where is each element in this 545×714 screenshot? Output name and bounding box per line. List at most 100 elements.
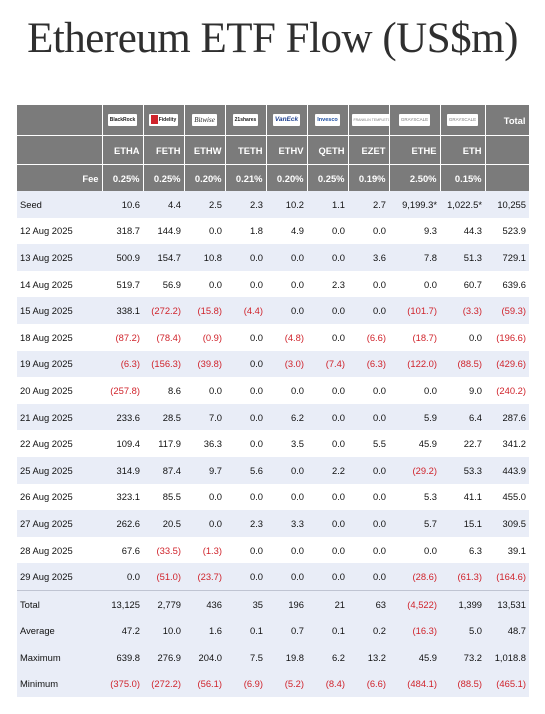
fee-value: 0.25% (307, 164, 349, 191)
fee-value: 0.25% (102, 164, 144, 191)
row-total-cell: 455.0 (485, 483, 529, 511)
flow-value-cell: 9.0 (440, 377, 485, 404)
flow-value-cell: (23.7) (184, 563, 225, 591)
logo-corner-cell (17, 105, 103, 136)
row-label: 21 Aug 2025 (17, 403, 102, 431)
fee-label: Fee (17, 164, 103, 191)
flow-value-cell: 323.1 (102, 483, 143, 511)
flow-value-cell: 117.9 (143, 430, 184, 457)
row-label: Minimum (17, 670, 102, 698)
flow-value-cell: 0.1 (225, 617, 266, 645)
row-label: 14 Aug 2025 (17, 270, 102, 298)
flow-value-cell: 67.6 (102, 536, 143, 564)
flow-value-cell: 0.0 (184, 217, 225, 245)
ticker-total-cell (485, 135, 530, 165)
row-total-cell: 729.1 (485, 244, 529, 271)
flow-value-cell: 0.0 (348, 270, 389, 298)
row-total-cell: 287.6 (485, 403, 529, 431)
flow-value-cell: 500.9 (102, 244, 143, 271)
flow-value-cell: 35 (225, 589, 266, 618)
row-label: 19 Aug 2025 (17, 350, 102, 378)
fee-value: 0.25% (143, 164, 185, 191)
flow-value-cell: 109.4 (102, 430, 143, 457)
ticker-header: FETH (143, 135, 185, 165)
flow-value-cell: 0.0 (266, 456, 307, 484)
flow-value-cell: 0.0 (307, 536, 348, 564)
flow-row: 22 Aug 2025 109.4 117.9 36.3 0.0 3.5 0.0 5.5 45.… (17, 430, 529, 457)
flow-value-cell: (272.2) (143, 297, 184, 324)
flow-value-cell: 28.5 (143, 403, 184, 431)
flow-value-cell: (484.1) (389, 670, 440, 698)
flow-value-cell: 0.0 (184, 270, 225, 298)
flow-value-cell: (16.3) (389, 617, 440, 645)
flow-value-cell: 0.0 (184, 510, 225, 537)
flow-value-cell: (56.1) (184, 670, 225, 698)
flow-value-cell: 0.0 (266, 270, 307, 298)
flow-value-cell: 19.8 (266, 644, 307, 671)
flow-value-cell: 0.7 (266, 617, 307, 645)
row-total-cell: 341.2 (485, 430, 529, 457)
flow-value-cell: (1.3) (184, 536, 225, 564)
flow-value-cell: 0.0 (225, 377, 266, 404)
fee-value: 0.21% (225, 164, 267, 191)
flow-value-cell: 21 (307, 589, 348, 618)
flow-value-cell: 15.1 (440, 510, 485, 537)
flow-row: 19 Aug 2025 (6.3) (156.3) (39.8) 0.0 (3.0) (7.… (17, 350, 529, 378)
flow-value-cell: 2.3 (225, 191, 266, 218)
flow-value-cell: 0.0 (307, 244, 348, 271)
flow-value-cell: 276.9 (143, 644, 184, 671)
flow-value-cell: (101.7) (389, 297, 440, 324)
flow-value-cell: (88.5) (440, 670, 485, 698)
flow-value-cell: 7.0 (184, 403, 225, 431)
flow-value-cell: (4,522) (389, 589, 440, 618)
flow-value-cell: 7.5 (225, 644, 266, 671)
flow-value-cell: 0.0 (348, 377, 389, 404)
row-total-cell: (196.6) (485, 323, 529, 351)
row-label: 26 Aug 2025 (17, 483, 102, 511)
flow-row: 25 Aug 2025 314.9 87.4 9.7 5.6 0.0 2.2 0.0 (29.2… (17, 456, 529, 484)
flow-value-cell: 6.4 (440, 403, 485, 431)
summary-row: Maximum 639.8 276.9 204.0 7.5 19.8 6.2 13.2 45.9… (17, 644, 529, 671)
flow-value-cell: 0.0 (307, 297, 348, 324)
flow-value-cell: 5.0 (440, 617, 485, 645)
flow-row: 26 Aug 2025 323.1 85.5 0.0 0.0 0.0 0.0 0.0 5.3 41… (17, 483, 529, 511)
flow-value-cell: 338.1 (102, 297, 143, 324)
flow-value-cell: (61.3) (440, 563, 485, 591)
flow-value-cell: 0.0 (266, 244, 307, 271)
flow-value-cell: 6.3 (440, 536, 485, 564)
flow-value-cell: 45.9 (389, 644, 440, 671)
row-total-cell: (164.6) (485, 563, 529, 591)
issuer-logo-fidelity: Fidelity (143, 105, 185, 136)
flow-value-cell: 0.0 (348, 217, 389, 245)
flow-value-cell: 0.0 (348, 483, 389, 511)
flow-value-cell: (6.9) (225, 670, 266, 698)
flow-value-cell: 233.6 (102, 403, 143, 431)
flow-value-cell: 0.0 (225, 563, 266, 591)
flow-value-cell: 0.0 (307, 483, 348, 511)
ticker-row: ETHA FETH ETHW TETH ETHV QETH EZET ETHE ETH (17, 135, 530, 165)
flow-value-cell: (0.9) (184, 323, 225, 351)
row-label: 12 Aug 2025 (17, 217, 102, 245)
flow-value-cell: (6.3) (102, 350, 143, 378)
row-label: 20 Aug 2025 (17, 377, 102, 404)
row-total-cell: (59.3) (485, 297, 529, 324)
flow-value-cell: 2.2 (307, 456, 348, 484)
flow-value-cell: 13,125 (102, 589, 143, 618)
flow-value-cell: 0.0 (225, 430, 266, 457)
row-total-cell: (240.2) (485, 377, 529, 404)
flow-value-cell: 10.0 (143, 617, 184, 645)
flow-row: 27 Aug 2025 262.6 20.5 0.0 2.3 3.3 0.0 0.0 5.7 15… (17, 510, 529, 537)
flow-value-cell: 0.0 (184, 377, 225, 404)
flow-value-cell: 0.0 (307, 510, 348, 537)
ticker-header: ETHW (184, 135, 226, 165)
fee-value: 0.15% (440, 164, 486, 191)
etf-flow-table: BlackRock Fidelity Bitwise 21shares VanE… (17, 105, 530, 698)
row-label: 22 Aug 2025 (17, 430, 102, 457)
flow-value-cell: 2,779 (143, 589, 184, 618)
flow-value-cell: 1.6 (184, 617, 225, 645)
flow-value-cell: 0.0 (266, 377, 307, 404)
flow-value-cell: 0.0 (348, 456, 389, 484)
issuer-logo-invesco: Invesco (307, 105, 349, 136)
fee-row: Fee 0.25% 0.25% 0.20% 0.21% 0.20% 0.25% 0.19% 2.… (17, 164, 530, 191)
row-total-cell: 309.5 (485, 510, 529, 537)
